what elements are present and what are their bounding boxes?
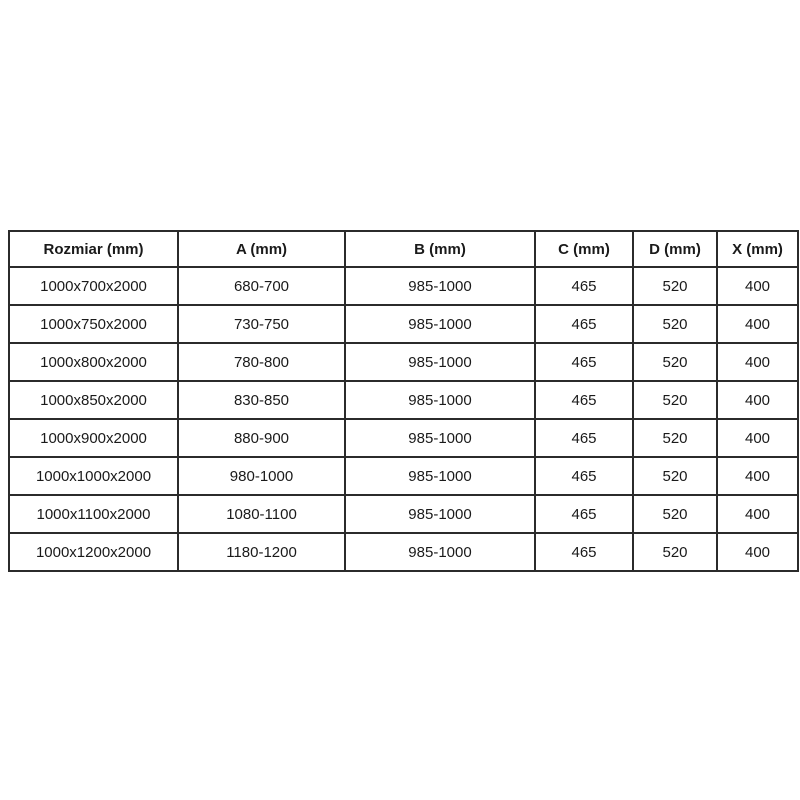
table-row: 1000x850x2000 830-850 985-1000 465 520 400: [8, 380, 799, 420]
table-cell: 400: [716, 494, 799, 534]
table-row: 1000x800x2000 780-800 985-1000 465 520 400: [8, 342, 799, 382]
table-cell: 520: [632, 494, 718, 534]
table-cell: 730-750: [177, 304, 346, 344]
table-row: 1000x700x2000 680-700 985-1000 465 520 400: [8, 266, 799, 306]
table-cell: 985-1000: [344, 456, 536, 496]
table-cell: 520: [632, 342, 718, 382]
table-cell: 985-1000: [344, 266, 536, 306]
table-cell: 1000x700x2000: [8, 266, 179, 306]
table-cell: 985-1000: [344, 532, 536, 572]
table-row: 1000x750x2000 730-750 985-1000 465 520 400: [8, 304, 799, 344]
table-cell: 520: [632, 266, 718, 306]
column-header: B (mm): [344, 230, 536, 268]
column-header: C (mm): [534, 230, 634, 268]
table-cell: 465: [534, 342, 634, 382]
dimensions-table: Rozmiar (mm) A (mm) B (mm) C (mm) D (mm) X (m…: [8, 230, 799, 572]
table-row: 1000x1200x2000 1180-1200 985-1000 465 520 400: [8, 532, 799, 572]
table-cell: 520: [632, 532, 718, 572]
table-cell: 1000x1100x2000: [8, 494, 179, 534]
table-cell: 985-1000: [344, 418, 536, 458]
table-cell: 465: [534, 266, 634, 306]
table-cell: 1000x1200x2000: [8, 532, 179, 572]
table-cell: 520: [632, 418, 718, 458]
table-cell: 1180-1200: [177, 532, 346, 572]
table-row: 1000x900x2000 880-900 985-1000 465 520 400: [8, 418, 799, 458]
table-cell: 985-1000: [344, 342, 536, 382]
column-header: A (mm): [177, 230, 346, 268]
column-header: D (mm): [632, 230, 718, 268]
table-cell: 1000x800x2000: [8, 342, 179, 382]
table-cell: 520: [632, 304, 718, 344]
table-cell: 1000x900x2000: [8, 418, 179, 458]
table-cell: 1000x1000x2000: [8, 456, 179, 496]
table-cell: 980-1000: [177, 456, 346, 496]
table-cell: 465: [534, 304, 634, 344]
table-cell: 400: [716, 380, 799, 420]
table-cell: 780-800: [177, 342, 346, 382]
table-cell: 1000x850x2000: [8, 380, 179, 420]
table-cell: 1000x750x2000: [8, 304, 179, 344]
table-cell: 400: [716, 456, 799, 496]
table-cell: 1080-1100: [177, 494, 346, 534]
table-cell: 520: [632, 456, 718, 496]
table-row: 1000x1100x2000 1080-1100 985-1000 465 520 400: [8, 494, 799, 534]
table-cell: 465: [534, 456, 634, 496]
table-cell: 985-1000: [344, 494, 536, 534]
table-cell: 680-700: [177, 266, 346, 306]
table-cell: 465: [534, 494, 634, 534]
table-cell: 465: [534, 418, 634, 458]
table-cell: 985-1000: [344, 304, 536, 344]
table-cell: 465: [534, 532, 634, 572]
table-cell: 830-850: [177, 380, 346, 420]
table-cell: 520: [632, 380, 718, 420]
table-cell: 400: [716, 342, 799, 382]
table-cell: 985-1000: [344, 380, 536, 420]
table-cell: 465: [534, 380, 634, 420]
table-cell: 400: [716, 266, 799, 306]
table-cell: 880-900: [177, 418, 346, 458]
header-row: Rozmiar (mm) A (mm) B (mm) C (mm) D (mm) X (m…: [8, 230, 799, 268]
column-header: X (mm): [716, 230, 799, 268]
table-cell: 400: [716, 532, 799, 572]
table-row: 1000x1000x2000 980-1000 985-1000 465 520 400: [8, 456, 799, 496]
column-header: Rozmiar (mm): [8, 230, 179, 268]
table-cell: 400: [716, 304, 799, 344]
table-cell: 400: [716, 418, 799, 458]
